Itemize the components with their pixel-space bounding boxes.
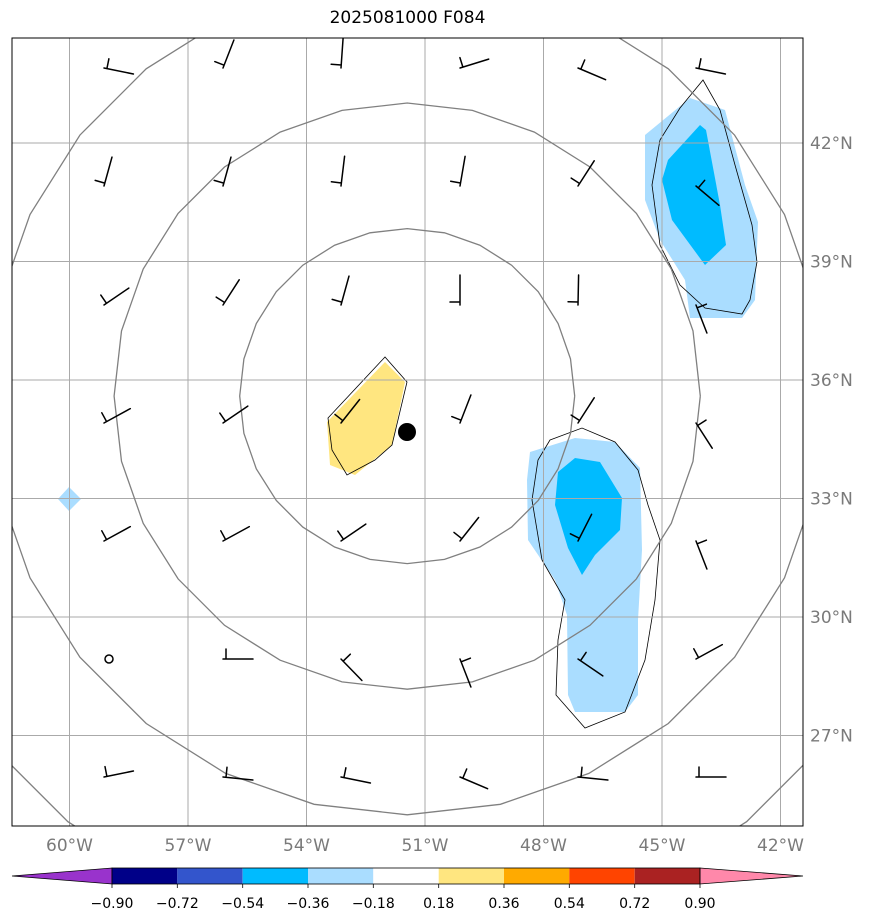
colorbar-segment [569,868,635,884]
contour-se [531,427,661,729]
wind-barb [220,525,251,542]
latitude-label: 33°N [810,490,853,510]
wind-barb [103,765,135,778]
wind-barb [215,279,240,306]
wind-barb [451,394,472,424]
latitude-label: 39°N [810,253,853,273]
colorbar-segment [438,868,504,884]
wind-barb [459,56,490,69]
wind-barb [334,398,361,424]
colorbar-segment [373,868,439,884]
shaded-field [58,98,758,712]
wind-barb [695,179,720,207]
colorbar-tick-label: −0.36 [287,896,330,912]
latitude-label: 42°N [810,134,853,154]
wind-barb [695,539,708,570]
colorbar-tick-label: −0.18 [352,896,395,912]
colorbar-segment [634,868,700,884]
longitude-label: 51°W [402,836,449,856]
wind-barb [577,766,609,781]
colorbar-segment [112,868,178,884]
colorbar-tick-label: 0.54 [554,896,585,912]
latitude-label: 27°N [810,727,853,747]
latitude-label: 30°N [810,608,853,628]
wind-barb [101,525,132,542]
wind-barb [103,58,135,75]
range-circle [12,38,803,816]
colorbar-tick-label: −0.72 [156,896,199,912]
range-circle [113,102,701,690]
colorbar-segment [308,868,374,884]
wind-barb [340,653,363,682]
wind-barb [331,275,350,306]
range-circle [239,227,576,565]
wind-barb [330,155,346,187]
wind-barb [100,287,130,306]
wind-barb [569,513,593,542]
longitude-label: 57°W [165,836,212,856]
wind-barb [577,651,604,677]
wind-barb [459,768,489,790]
positive-anomaly-yellow [327,362,405,475]
wind-barb [570,397,595,424]
longitude-label: 48°W [520,836,567,856]
colorbar-tick-label: 0.18 [423,896,454,912]
wind-barb [222,766,254,781]
calm-wind-marker [104,654,114,664]
wind-barb [449,155,466,187]
wind-barb [693,643,724,660]
longitude-label: 45°W [639,836,686,856]
contour-center [327,356,408,476]
contour-lines [327,79,758,729]
longitude-labels: 60°W 57°W 54°W 51°W 48°W 45°W 42°W [46,836,804,856]
wind-barb [459,657,472,688]
wind-barb [337,523,367,542]
colorbar: −0.90 −0.72 −0.54 −0.36 −0.18 0.18 0.36 0.54 0.7… [11,867,804,912]
wind-barb [449,274,461,306]
colorbar-tick-label: −0.54 [221,896,264,912]
map-frame [11,37,804,827]
longitude-label: 42°W [757,836,804,856]
longitude-label: 60°W [46,836,93,856]
storm-center-marker [398,423,416,441]
wind-barb [577,59,607,81]
colorbar-segment [504,868,570,884]
graticule [12,38,803,826]
wind-barb [214,39,235,69]
wind-barb [695,766,727,778]
wind-barb [340,767,372,784]
negative-anomaly-dark-ne [662,125,726,265]
contour-ne [651,79,758,315]
longitude-label: 54°W [283,836,330,856]
colorbar-extend-high [699,867,804,885]
wind-barb [695,58,727,75]
wind-barb [330,38,344,69]
colorbar-outline [111,867,701,885]
colorbar-segment [242,868,308,884]
wind-barb [453,516,480,542]
negative-anomaly-dark-se [555,458,622,575]
wind-barbs [94,38,727,790]
colorbar-tick-label: 0.90 [684,896,715,912]
wind-barb [101,407,132,424]
wind-barb [695,303,708,334]
wind-barb [570,160,595,187]
wind-barb [94,156,113,187]
colorbar-segment [177,868,243,884]
latitude-labels: 42°N 39°N 36°N 33°N 30°N 27°N [810,134,853,747]
colorbar-tick-label: 0.72 [619,896,650,912]
wind-barb [219,405,249,424]
map-title: 2025081000 F084 [329,8,486,28]
wind-barb [695,419,713,449]
wind-barb [213,156,232,187]
colorbar-extend-low [11,867,113,885]
wind-barb [567,274,580,306]
latitude-label: 36°N [810,371,853,391]
wind-barb [222,648,254,660]
colorbar-tick-label: 0.36 [488,896,519,912]
colorbar-tick-label: −0.90 [91,896,134,912]
